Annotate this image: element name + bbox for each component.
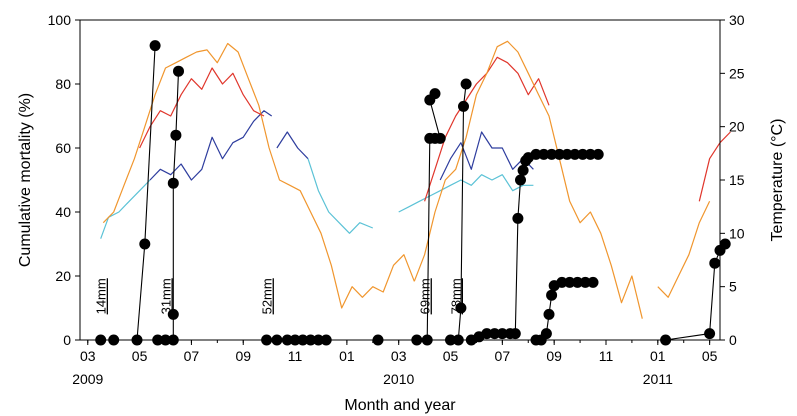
mortality-point xyxy=(577,148,589,160)
mortality-line-5 xyxy=(471,153,599,341)
temperature-line-5 xyxy=(102,42,415,309)
y-right-tick-label: 15 xyxy=(729,172,745,188)
temperature-line-1 xyxy=(100,179,151,239)
x-tick-label: 01 xyxy=(339,348,355,364)
mortality-point xyxy=(587,276,599,288)
temperature-line-11 xyxy=(657,201,711,298)
y-left-tick-label: 80 xyxy=(55,76,71,92)
mortality-point xyxy=(564,276,576,288)
x-tick-label: 03 xyxy=(391,348,407,364)
mortality-point xyxy=(455,302,467,314)
mortality-line-3 xyxy=(266,93,441,341)
size-label: 31mm xyxy=(159,278,174,314)
y-left-tick-label: 40 xyxy=(55,204,71,220)
x-tick-label: 07 xyxy=(184,348,200,364)
temperature-line-4 xyxy=(307,158,374,234)
size-label: 14mm xyxy=(94,278,109,314)
y-right-tick-label: 0 xyxy=(729,332,737,348)
x-tick-label: 05 xyxy=(443,348,459,364)
mortality-point xyxy=(569,148,581,160)
temperature-lines xyxy=(100,40,731,319)
mortality-point xyxy=(553,148,565,160)
mortality-point xyxy=(561,148,573,160)
y-left-tick-label: 100 xyxy=(48,12,72,28)
y-right-tick-label: 30 xyxy=(729,12,745,28)
y-right-axis-title: Temperature (°C) xyxy=(769,119,786,242)
temperature-line-7 xyxy=(398,174,534,213)
mortality-point xyxy=(579,276,591,288)
temperature-line-8 xyxy=(439,131,534,181)
mortality-point xyxy=(592,148,604,160)
mortality-point xyxy=(512,212,524,224)
x-tick-label: 09 xyxy=(546,348,562,364)
x-tick-label: 05 xyxy=(132,348,148,364)
labels: 14mm 31mm 52mm 69mm 78mm xyxy=(94,278,464,314)
mortality-series xyxy=(95,40,731,346)
size-label: 52mm xyxy=(260,278,275,314)
x-tick-label: 05 xyxy=(702,348,718,364)
mortality-point xyxy=(515,174,526,186)
mortality-point xyxy=(546,148,558,160)
mortality-point xyxy=(517,164,529,176)
mortality-point xyxy=(719,238,731,250)
y-right-tick-label: 5 xyxy=(729,279,737,295)
mortality-point xyxy=(704,328,716,340)
mortality-point xyxy=(170,129,182,141)
mortality-line-1 xyxy=(100,45,156,341)
mortality-point xyxy=(173,65,184,77)
mortality-point xyxy=(149,40,161,52)
x-axis-title: Month and year xyxy=(344,397,456,414)
mortality-point xyxy=(458,100,469,112)
mortality-point xyxy=(489,328,501,340)
mortality-point xyxy=(709,257,721,269)
mortality-point xyxy=(584,148,596,160)
y-left-tick-label: 0 xyxy=(63,332,71,348)
size-label: 78mm xyxy=(449,278,464,314)
temperature-line-10 xyxy=(413,40,643,319)
temperature-line-12 xyxy=(698,131,731,202)
x-tick-label: 01 xyxy=(650,348,666,364)
x-year-label: 2011 xyxy=(643,371,673,387)
x-tick-label: 11 xyxy=(599,348,614,364)
y-right-tick-label: 20 xyxy=(729,119,745,135)
x-tick-label: 03 xyxy=(80,348,96,364)
mortality-point xyxy=(540,328,552,340)
x-tick-label: 11 xyxy=(288,348,303,364)
x-year-label: 2009 xyxy=(72,371,103,387)
x-tick-label: 09 xyxy=(235,348,251,364)
mortality-point xyxy=(556,276,568,288)
y-left-tick-label: 60 xyxy=(55,140,71,156)
mortality-point xyxy=(538,148,550,160)
temperature-line-2 xyxy=(149,110,273,181)
temperature-line-3 xyxy=(276,131,309,160)
mortality-point xyxy=(429,88,441,100)
mortality-point xyxy=(572,276,583,288)
x-year-label: 2010 xyxy=(383,371,414,387)
mortality-point xyxy=(481,328,493,340)
mortality-point xyxy=(139,238,151,250)
mortality-point xyxy=(460,78,472,90)
mortality-point xyxy=(434,132,446,144)
mortality-point xyxy=(543,308,555,320)
mortality-point xyxy=(546,289,558,301)
size-label: 69mm xyxy=(418,278,433,314)
mortality-point xyxy=(167,177,179,189)
y-right-tick-label: 10 xyxy=(729,225,745,241)
x-tick-label: 07 xyxy=(495,348,511,364)
mortality-point xyxy=(496,328,508,340)
mortality-point xyxy=(509,328,521,340)
mortality-point xyxy=(530,148,542,160)
temperature-line-6 xyxy=(139,67,265,149)
mortality-point xyxy=(167,308,179,320)
y-left-axis-title: Cumulative mortality (%) xyxy=(17,93,34,267)
y-right-tick-label: 25 xyxy=(729,65,745,81)
y-left-tick-label: 20 xyxy=(55,268,71,284)
